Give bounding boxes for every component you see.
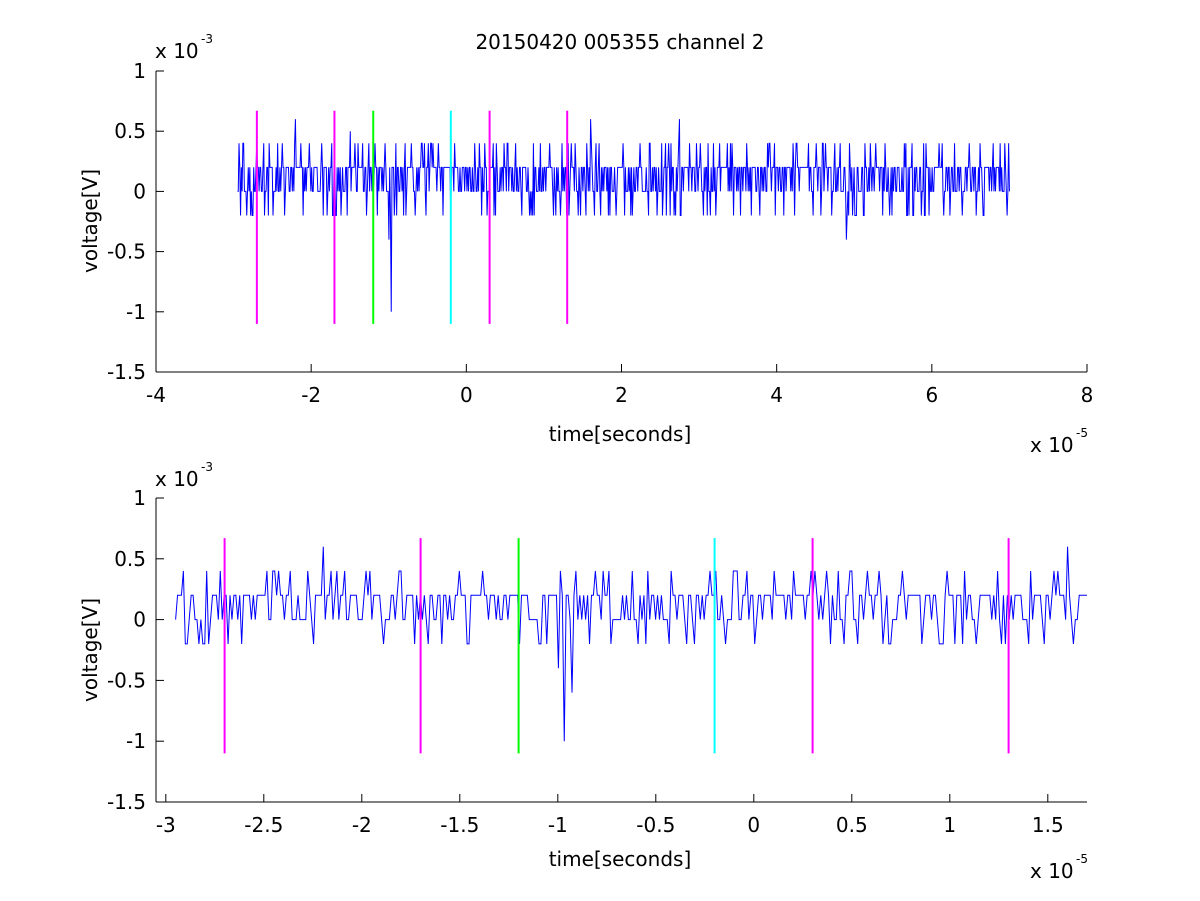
top-signal-layer [237,119,1010,312]
y-tick-label: -1 [126,300,146,324]
y-tick-label: 0.5 [114,119,146,143]
x-tick-label: -1 [548,813,568,837]
bottom-x-exponent-base: x 10 [1030,859,1074,883]
y-tick-label: -1.5 [107,790,146,814]
x-tick-label: 2 [615,383,628,407]
bottom-axes [155,498,1087,803]
y-tick-label: 0.5 [114,547,146,571]
y-tick-label: 1 [133,59,146,83]
bottom-y-exponent-base: x 10 [155,467,199,491]
bottom-x-ticks: -3 -2.5 -2 -1.5 -1 -0.5 0 0.5 1 1.5 [156,794,1064,837]
x-tick-label: -2 [352,813,372,837]
figure-title: 20150420 005355 channel 2 [475,30,764,54]
y-tick-label: 0 [133,179,146,203]
bottom-y-exponent-power: -3 [201,460,213,474]
x-tick-label: -0.5 [636,813,675,837]
bottom-x-axis-label: time[seconds] [549,847,692,871]
bottom-signal-layer [175,546,1087,742]
signal-trace [237,119,1010,312]
top-y-exponent-power: -3 [201,32,213,46]
top-x-exponent-base: x 10 [1030,433,1074,457]
bottom-y-ticks: -1.5 -1 -0.5 0 0.5 1 [107,486,164,814]
y-tick-label: -1 [126,729,146,753]
top-y-ticks: -1.5 -1 -0.5 0 0.5 1 [107,59,164,384]
bottom-markers-layer [223,538,1010,754]
top-x-exponent: x 10 -5 [1030,426,1088,457]
x-tick-label: 4 [770,383,783,407]
x-tick-label: 0 [747,813,760,837]
signal-trace [175,546,1087,742]
top-y-exponent: x 10 -3 [155,32,213,63]
top-x-exponent-power: -5 [1076,426,1088,440]
y-tick-label: -0.5 [107,668,146,692]
top-markers-layer [255,110,569,324]
x-tick-label: 1 [943,813,956,837]
x-tick-label: -2 [301,383,321,407]
x-tick-label: 6 [925,383,938,407]
top-y-exponent-base: x 10 [155,39,199,63]
x-tick-label: -1.5 [440,813,479,837]
x-tick-label: 0 [460,383,473,407]
y-tick-label: 0 [133,608,146,632]
top-x-ticks: -4 -2 0 2 4 6 8 [146,364,1093,407]
top-x-axis-label: time[seconds] [549,422,692,446]
x-tick-label: -3 [156,813,176,837]
bottom-y-axis-label: voltage[V] [78,598,102,702]
bottom-x-exponent: x 10 -5 [1030,852,1088,883]
bottom-y-exponent: x 10 -3 [155,460,213,491]
top-y-axis-label: voltage[V] [78,169,102,273]
x-tick-label: 8 [1081,383,1094,407]
y-tick-label: 1 [133,486,146,510]
x-tick-label: -4 [146,383,166,407]
y-tick-label: -0.5 [107,240,146,264]
bottom-panel: -3 -2.5 -2 -1.5 -1 -0.5 0 0.5 1 1.5 -1.5 -1 -0.5 0 0.… [78,460,1088,883]
top-panel: -4 -2 0 2 4 6 8 -1.5-1-0.500.51 time[seconds] … [78,32,1093,457]
x-tick-label: 0.5 [836,813,868,837]
x-tick-label: 1.5 [1032,813,1064,837]
x-tick-label: -2.5 [244,813,283,837]
y-tick-label: -1.5 [107,360,146,384]
bottom-x-exponent-power: -5 [1076,852,1088,866]
